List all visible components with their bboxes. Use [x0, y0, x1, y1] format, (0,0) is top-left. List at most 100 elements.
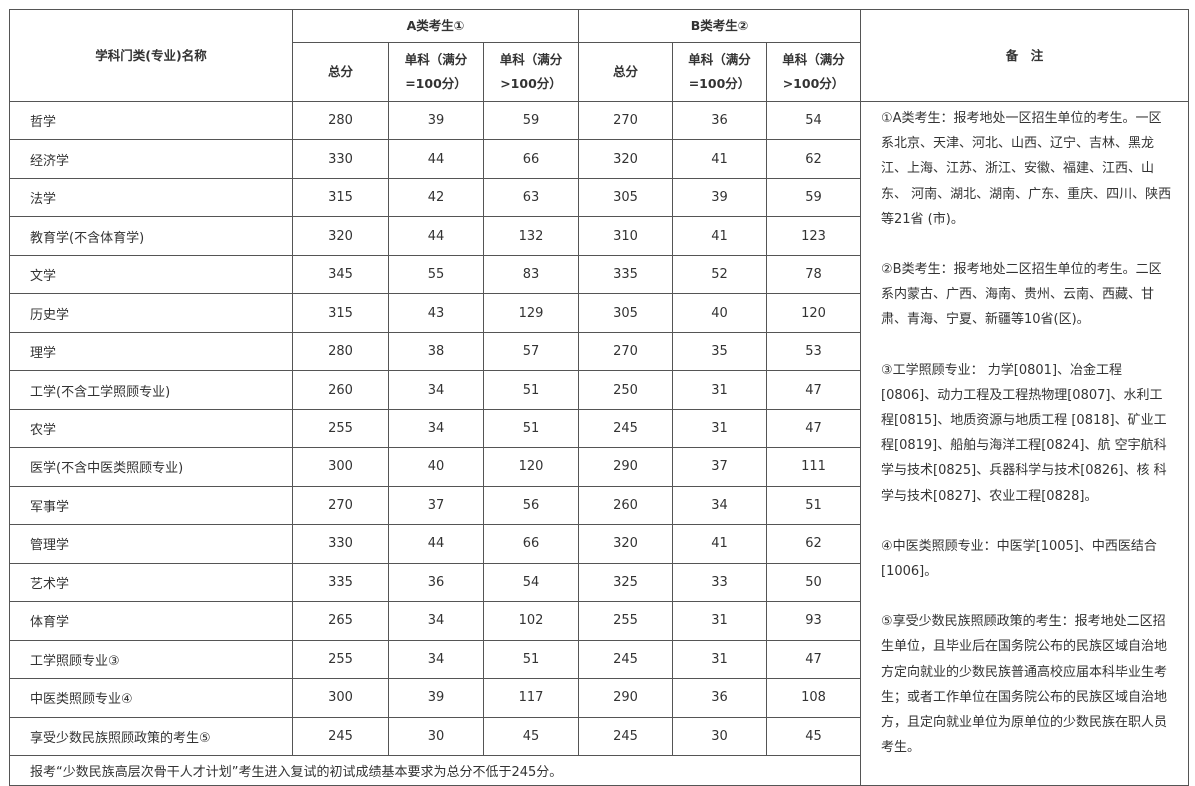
header-subject: 学科门类(专业)名称	[9, 9, 293, 102]
note-paragraph: ②B类考生：报考地处二区招生单位的考生。二区系内蒙古、广西、海南、贵州、云南、西…	[881, 262, 1162, 328]
score-a-0: 255	[292, 408, 389, 449]
score-b-1: 36	[672, 100, 767, 141]
score-a-1: 34	[388, 370, 484, 410]
subject-name: 文学	[9, 254, 293, 295]
notes-cell: ①A类考生：报考地处一区招生单位的考生。一区系北京、天津、河北、山西、辽宁、吉林…	[860, 100, 1189, 786]
score-a-2: 117	[483, 678, 579, 718]
score-b-2: 51	[766, 485, 861, 526]
score-table: 学科门类(专业)名称 A类考生① B类考生② 备 注 总分 单科（满分=100分…	[9, 9, 1189, 786]
score-a-0: 315	[292, 177, 389, 218]
score-a-0: 330	[292, 524, 389, 564]
score-a-1: 36	[388, 562, 484, 603]
table-row: 工学(不含工学照顾专业) 260 34 51 250 31 47	[9, 370, 1189, 410]
score-b-2: 54	[766, 100, 861, 141]
score-b-1: 35	[672, 331, 767, 372]
score-a-0: 300	[292, 678, 389, 718]
table-row: 艺术学 335 36 54 325 33 50	[9, 562, 1189, 603]
score-b-1: 31	[672, 370, 767, 410]
score-b-1: 41	[672, 524, 767, 564]
score-b-2: 93	[766, 601, 861, 641]
score-b-1: 52	[672, 254, 767, 295]
score-b-0: 305	[578, 293, 673, 333]
header-notes: 备 注	[860, 9, 1189, 102]
score-a-0: 335	[292, 562, 389, 603]
score-b-0: 290	[578, 447, 673, 487]
score-a-1: 40	[388, 447, 484, 487]
note-paragraph: ④中医类照顾专业：中医学[1005]、中西医结合[1006]。	[881, 538, 1157, 580]
table-row: 历史学 315 43 129 305 40 120	[9, 293, 1189, 333]
subject-name: 教育学(不含体育学)	[9, 216, 293, 256]
score-a-0: 315	[292, 293, 389, 333]
score-a-2: 102	[483, 601, 579, 641]
table-row: 管理学 330 44 66 320 41 62	[9, 524, 1189, 564]
subject-name: 享受少数民族照顾政策的考生⑤	[9, 716, 293, 756]
subject-name: 哲学	[9, 100, 293, 141]
score-b-1: 37	[672, 447, 767, 487]
score-a-0: 260	[292, 370, 389, 410]
header-a-single100: 单科（满分=100分）	[388, 42, 484, 102]
score-b-1: 31	[672, 601, 767, 641]
note-paragraph: ①A类考生：报考地处一区招生单位的考生。一区系北京、天津、河北、山西、辽宁、吉林…	[881, 111, 1172, 227]
score-b-1: 31	[672, 408, 767, 449]
score-a-1: 38	[388, 331, 484, 372]
score-a-0: 300	[292, 447, 389, 487]
score-b-2: 78	[766, 254, 861, 295]
score-a-2: 120	[483, 447, 579, 487]
score-b-0: 325	[578, 562, 673, 603]
score-a-2: 63	[483, 177, 579, 218]
score-a-2: 66	[483, 524, 579, 564]
table-row: 医学(不含中医类照顾专业) 300 40 120 290 37 111	[9, 447, 1189, 487]
score-a-2: 129	[483, 293, 579, 333]
score-b-0: 270	[578, 331, 673, 372]
score-b-0: 305	[578, 177, 673, 218]
score-a-2: 57	[483, 331, 579, 372]
score-b-0: 245	[578, 408, 673, 449]
score-b-2: 45	[766, 716, 861, 756]
score-a-2: 83	[483, 254, 579, 295]
score-a-1: 37	[388, 485, 484, 526]
table-row: 享受少数民族照顾政策的考生⑤ 245 30 45 245 30 45	[9, 716, 1189, 756]
score-b-2: 108	[766, 678, 861, 718]
score-a-1: 44	[388, 524, 484, 564]
score-b-1: 40	[672, 293, 767, 333]
score-a-0: 255	[292, 639, 389, 680]
score-b-1: 36	[672, 678, 767, 718]
score-b-0: 290	[578, 678, 673, 718]
score-b-2: 111	[766, 447, 861, 487]
score-a-2: 51	[483, 370, 579, 410]
score-a-2: 56	[483, 485, 579, 526]
score-b-2: 47	[766, 639, 861, 680]
table-row: 法学 315 42 63 305 39 59	[9, 177, 1189, 218]
score-a-2: 54	[483, 562, 579, 603]
table-row: 体育学 265 34 102 255 31 93	[9, 601, 1189, 641]
header-b-single100: 单科（满分=100分）	[672, 42, 767, 102]
score-b-0: 320	[578, 524, 673, 564]
score-a-2: 45	[483, 716, 579, 756]
score-b-2: 47	[766, 408, 861, 449]
score-b-0: 310	[578, 216, 673, 256]
score-b-1: 39	[672, 177, 767, 218]
score-b-2: 120	[766, 293, 861, 333]
score-b-2: 62	[766, 139, 861, 179]
table-row: 哲学 280 39 59 270 36 54 ①A类考生：报考地处一区招生单位的考生。一区系北…	[9, 100, 1189, 786]
score-b-0: 270	[578, 100, 673, 141]
score-a-0: 265	[292, 601, 389, 641]
table-row: 理学 280 38 57 270 35 53	[9, 331, 1189, 372]
score-a-0: 330	[292, 139, 389, 179]
score-a-0: 245	[292, 716, 389, 756]
score-a-0: 270	[292, 485, 389, 526]
score-b-2: 62	[766, 524, 861, 564]
score-b-1: 33	[672, 562, 767, 603]
footer-note: 报考“少数民族高层次骨干人才计划”考生进入复试的初试成绩基本要求为总分不低于24…	[9, 754, 861, 786]
score-a-2: 132	[483, 216, 579, 256]
header-b-total: 总分	[578, 42, 673, 102]
score-b-0: 320	[578, 139, 673, 179]
score-b-0: 255	[578, 601, 673, 641]
subject-name: 法学	[9, 177, 293, 218]
score-b-1: 30	[672, 716, 767, 756]
score-b-0: 260	[578, 485, 673, 526]
score-b-0: 250	[578, 370, 673, 410]
score-a-2: 51	[483, 639, 579, 680]
subject-name: 艺术学	[9, 562, 293, 603]
subject-name: 理学	[9, 331, 293, 372]
